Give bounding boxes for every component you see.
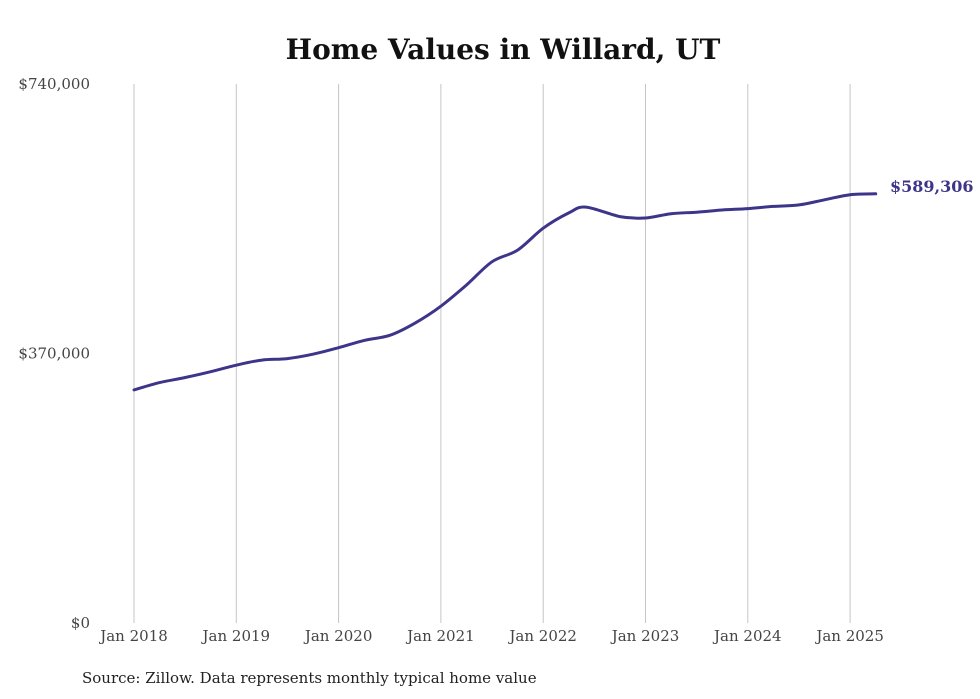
- y-tick-label: $370,000: [18, 345, 90, 363]
- y-tick-label: $0: [71, 614, 90, 632]
- x-tick-label: Jan 2023: [610, 627, 680, 645]
- y-axis-ticks: $0 $370,000 $740,000: [18, 75, 90, 632]
- source-note: Source: Zillow. Data represents monthly …: [82, 669, 537, 687]
- x-tick-label: Jan 2018: [98, 627, 168, 645]
- x-tick-label: Jan 2025: [814, 627, 884, 645]
- x-tick-label: Jan 2019: [201, 627, 271, 645]
- x-tick-label: Jan 2021: [405, 627, 475, 645]
- home-value-line: [132, 192, 878, 392]
- x-tick-label: Jan 2022: [507, 627, 577, 645]
- x-tick-label: Jan 2020: [303, 627, 373, 645]
- chart-title: Home Values in Willard, UT: [286, 33, 721, 66]
- x-axis-ticks: Jan 2018 Jan 2019 Jan 2020 Jan 2021 Jan 2022…: [98, 627, 884, 645]
- y-tick-label: $740,000: [18, 75, 90, 93]
- grid-lines: [133, 84, 851, 623]
- latest-value-label: $589,306: [890, 177, 974, 196]
- x-tick-label: Jan 2024: [712, 627, 782, 645]
